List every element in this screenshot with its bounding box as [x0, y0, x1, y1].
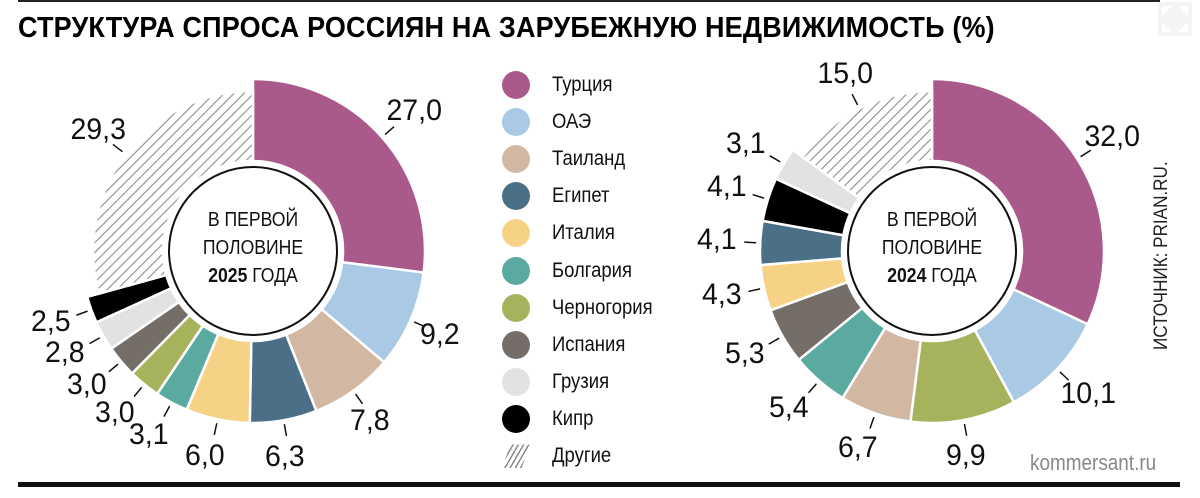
- legend: Турция ОАЭ Таиланд Египет Италия Болгари…: [502, 66, 666, 475]
- value-label: 3,1: [128, 417, 169, 451]
- legend-item-turkey: Турция: [502, 66, 666, 103]
- leader-line: [869, 416, 875, 429]
- center-label-2024: В ПЕРВОЙ ПОЛОВИНЕ 2024 ГОДА: [881, 209, 983, 287]
- leader-line: [963, 423, 968, 436]
- leader-line: [213, 423, 218, 436]
- hatch-swatch-icon: [502, 444, 530, 469]
- leader-line: [283, 424, 288, 437]
- leader-line: [89, 337, 101, 345]
- legend-item-uae: ОАЭ: [502, 103, 666, 140]
- value-label: 7,8: [350, 403, 391, 437]
- value-label: 15,0: [817, 56, 874, 90]
- value-label: 32,0: [1084, 120, 1141, 154]
- value-label: 9,9: [945, 439, 986, 473]
- center-circle: [168, 166, 338, 336]
- swatch-icon: [502, 219, 530, 248]
- leader-line: [108, 363, 119, 373]
- swatch-icon: [502, 70, 530, 99]
- swatch-icon: [502, 182, 530, 211]
- value-label: 6,0: [184, 438, 225, 472]
- leader-line: [752, 193, 765, 199]
- value-label: 6,7: [837, 431, 878, 465]
- value-label: 9,2: [420, 317, 460, 351]
- donut-2025: [76, 77, 427, 437]
- value-label: 29,3: [70, 113, 127, 147]
- leader-line: [769, 155, 781, 163]
- legend-item-italy: Италия: [502, 215, 666, 252]
- leader-line: [744, 241, 757, 244]
- value-label: 2,5: [30, 304, 71, 338]
- legend-item-cyprus: Кипр: [502, 401, 666, 438]
- legend-item-bulgaria: Болгария: [502, 252, 666, 289]
- swatch-icon: [502, 293, 530, 322]
- swatch-icon: [502, 256, 530, 285]
- leader-line: [76, 310, 88, 316]
- value-label: 3,0: [95, 395, 135, 429]
- legend-item-spain: Испания: [502, 326, 666, 363]
- leader-line: [354, 393, 364, 405]
- leader-line: [768, 337, 780, 345]
- center-label-2025: В ПЕРВОЙ ПОЛОВИНЕ 2025 ГОДА: [202, 209, 304, 287]
- value-label: 5,4: [769, 391, 809, 425]
- leader-line: [1080, 149, 1092, 158]
- value-label: 3,0: [67, 367, 107, 401]
- value-label: 6,3: [265, 439, 306, 473]
- top-rule: [18, 0, 1160, 2]
- value-label: 2,8: [45, 336, 85, 370]
- swatch-icon: [502, 405, 530, 434]
- donut-2024: [744, 77, 1106, 436]
- value-label: 5,3: [724, 337, 765, 371]
- leader-line: [851, 93, 859, 106]
- leader-line: [413, 321, 426, 328]
- center-circle: [847, 166, 1017, 336]
- value-label: 10,1: [1060, 377, 1116, 411]
- segment-10: [91, 89, 255, 296]
- swatch-icon: [502, 368, 530, 397]
- leader-line: [1059, 371, 1070, 381]
- swatch-icon: [502, 107, 530, 136]
- legend-item-other: Другие: [502, 438, 666, 475]
- leader-line: [133, 386, 143, 398]
- swatch-icon: [502, 144, 530, 173]
- segment-10: [800, 89, 934, 200]
- value-label: 4,3: [701, 278, 742, 312]
- segment-0: [930, 77, 1106, 326]
- brand-link[interactable]: kommersant.ru: [1030, 450, 1157, 475]
- source-note: ИСТОЧНИК: PRIAN.RU.: [1151, 161, 1172, 350]
- leader-line: [112, 143, 123, 153]
- legend-item-egypt: Египет: [502, 178, 666, 215]
- legend-item-thailand: Таиланд: [502, 140, 666, 177]
- value-label: 3,1: [725, 126, 766, 160]
- value-label: 4,1: [697, 223, 737, 257]
- bottom-rule: [18, 482, 1180, 487]
- leader-line: [163, 405, 171, 417]
- value-label: 27,0: [385, 94, 442, 128]
- legend-item-montenegro: Черногория: [502, 289, 666, 326]
- leader-line: [748, 288, 761, 293]
- segment-0: [251, 77, 427, 274]
- expand-icon[interactable]: [1158, 2, 1192, 36]
- legend-item-georgia: Грузия: [502, 364, 666, 401]
- leader-line: [807, 383, 818, 394]
- leader-line: [384, 126, 395, 136]
- value-label: 4,1: [706, 169, 747, 203]
- swatch-icon: [502, 330, 530, 359]
- chart-title: СТРУКТУРА СПРОСА РОССИЯН НА ЗАРУБЕЖНУЮ Н…: [18, 12, 995, 44]
